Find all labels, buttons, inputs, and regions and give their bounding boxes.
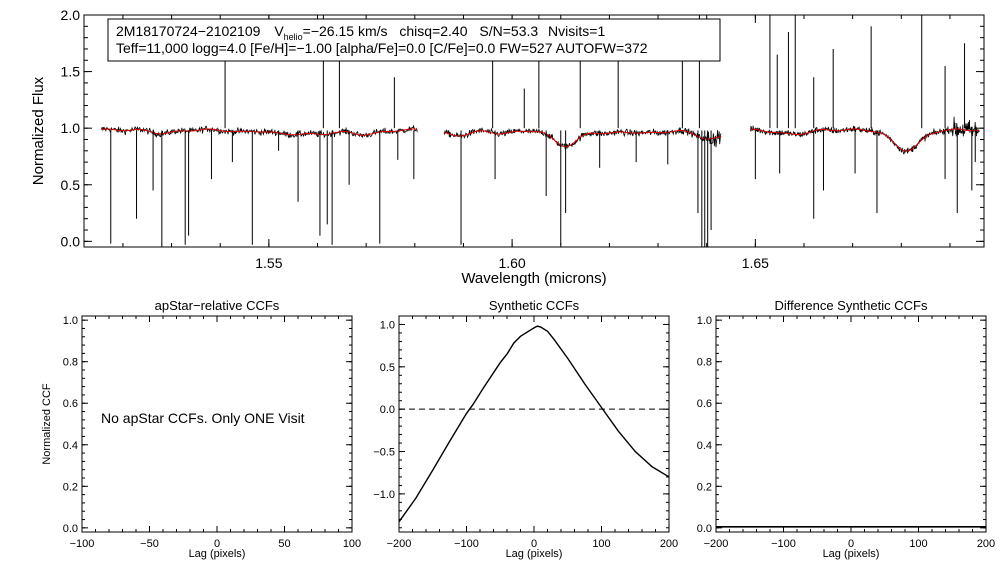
apstar-ccf-xtick-label: −100 [70,538,95,550]
spectrum-ytick-label: 0.5 [61,177,81,193]
spectrum-xtick-label: 1.55 [255,255,282,271]
synthetic-ccf-xtick-label: −100 [454,538,479,550]
apstar-ccf-ytick-label: 1.0 [63,315,78,327]
apstar-ccf-ylabel: Normalized CCF [41,383,53,465]
difference-ccf-ytick-label: 0.4 [697,440,712,452]
spectrum-plot-area [100,15,980,247]
spectrum-axes-frame [83,14,985,248]
difference-ccf-title: Difference Synthetic CCFs [775,298,928,313]
synthetic-ccf-ytick-label: −1.0 [373,489,395,501]
spectrum-ytick-label: 1.5 [61,64,81,80]
apstar-ccf-ticks: −100 −50 0 50 100 0.0 0.2 0.4 0.6 0.8 1.0 [63,315,361,550]
apstar-ccf-title: apStar−relative CCFs [155,298,280,313]
info-line-2: Teff=11,000 logg=4.0 [Fe/H]=−1.00 [alpha… [116,40,648,56]
synthetic-ccf-ticks: −200 −100 0 100 200 −1.0 −0.5 0.0 0.5 1.0 [373,315,678,550]
difference-ccf-ytick-label: 0.0 [697,523,712,535]
vhelio-value: =−26.15 km/s [303,23,388,39]
vhelio-symbol: V [274,23,284,39]
spectrum-panel: 1.55 1.60 1.65 0.0 0.5 1.0 1.5 2.0 2M18170724−2… [30,7,985,287]
info-line-1: 2M18170724−2102109 Vhelio=−26.15 km/s ch… [116,23,605,42]
difference-ccf-ytick-label: 0.6 [697,398,712,410]
synthetic-ccf-xtick-label: 100 [592,538,610,550]
synthetic-ccf-plot-area [398,325,670,523]
apstar-ccf-annotation: No apStar CCFs. Only ONE Visit [101,410,305,426]
difference-ccf-ytick-label: 0.2 [697,481,712,493]
difference-ccf-xtick-label: 100 [909,538,927,550]
difference-ccf-xtick-label: 0 [848,538,854,550]
spectrum-ytick-label: 1.0 [61,120,81,136]
difference-ccf-ticks: −200 −100 0 100 200 0.0 0.2 0.4 0.6 0.8 1.0 [697,315,995,550]
apstar-ccf-xtick-label: 0 [214,538,220,550]
difference-ccf-axes-frame [715,315,987,533]
spectrum-xtick-label: 1.65 [742,255,769,271]
synthetic-ccf-title: Synthetic CCFs [489,298,580,313]
apstar-ccf-xtick-label: −50 [140,538,159,550]
difference-ccf-xtick-label: 200 [977,538,995,550]
apstar-ccf-ytick-label: 0.8 [63,357,78,369]
synthetic-ccf-ytick-label: −0.5 [373,447,395,459]
vhelio-subscript: helio [284,32,303,42]
apstar-ccf-ytick-label: 0.6 [63,398,78,410]
apstar-ccf-ytick-label: 0.0 [63,523,78,535]
spectrum-traces [100,15,980,247]
synthetic-ccf-ytick-label: 1.0 [380,319,395,331]
snr-value: S/N=53.3 [479,23,538,39]
synthetic-ccf-axes-frame [398,315,670,533]
difference-ccf-xlabel: Lag (pixels) [823,548,880,560]
difference-ccf-panel: Difference Synthetic CCFs −200 −100 0 100 20… [697,298,995,560]
spectrum-ylabel: Normalized Flux [30,76,47,185]
apstar-ccf-xtick-label: 100 [343,538,361,550]
synthetic-ccf-xtick-label: 200 [660,538,678,550]
apstar-ccf-ytick-label: 0.4 [63,440,78,452]
difference-ccf-xtick-label: −100 [771,538,796,550]
chisq-value: chisq=2.40 [399,23,467,39]
spectrum-ytick-label: 2.0 [61,7,81,23]
model-spectrum-chip-3 [750,128,980,152]
apstar-ccf-ytick-label: 0.2 [63,481,78,493]
apstar-ccf-xlabel: Lag (pixels) [189,548,246,560]
synthetic-ccf-xtick-label: 0 [531,538,537,550]
difference-ccf-xtick-label: −200 [704,538,729,550]
synthetic-ccf-xtick-label: −200 [387,538,412,550]
model-spectrum-chip-1 [100,128,418,136]
synthetic-ccf-line [398,325,670,523]
spectrum-xtick-label: 1.60 [498,255,525,271]
spectrum-ticks: 1.55 1.60 1.65 0.0 0.5 1.0 1.5 2.0 [61,7,984,271]
star-id: 2M18170724−2102109 [116,23,261,39]
synthetic-ccf-xlabel: Lag (pixels) [506,548,563,560]
apstar-ccf-panel: apStar−relative CCFs −100 −50 0 50 100 0.0 0.2… [41,298,361,560]
nvisits-value: Nvisits=1 [548,23,605,39]
spectrum-ytick-label: 0.0 [61,233,81,249]
spectrum-xlabel: Wavelength (microns) [461,270,606,287]
difference-ccf-ytick-label: 0.8 [697,357,712,369]
info-box [107,18,721,62]
model-spectrum-chip-2 [443,129,722,148]
synthetic-ccf-ytick-label: 0.5 [380,362,395,374]
synthetic-ccf-panel: Synthetic CCFs −200 −100 0 100 200 −1.0 −0.5 0.… [373,298,678,560]
apstar-ccf-xtick-label: 50 [278,538,290,550]
synthetic-ccf-ytick-label: 0.0 [380,404,395,416]
difference-ccf-ytick-label: 1.0 [697,315,712,327]
